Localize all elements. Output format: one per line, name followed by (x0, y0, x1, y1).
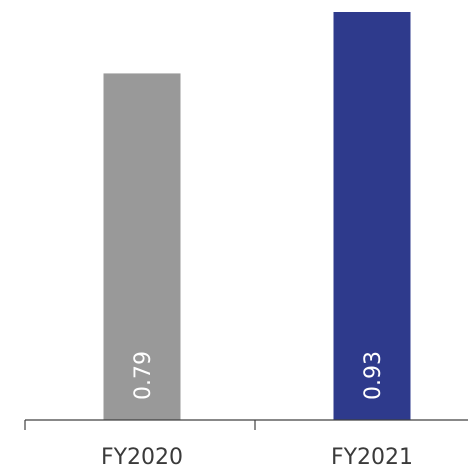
bar-fy2020 (103, 73, 181, 420)
bar-fy2021 (333, 12, 411, 420)
x-axis (24, 419, 468, 430)
data-label-fy2020: 0.79 (131, 351, 156, 400)
data-label-fy2021: 0.93 (361, 351, 386, 400)
x-tick-label-fy2020: FY2020 (101, 445, 183, 470)
bars-layer (103, 12, 411, 420)
x-tick-label-fy2021: FY2021 (331, 445, 413, 470)
labels-layer: 0.79 FY2020 0.93 FY2021 (101, 351, 413, 470)
